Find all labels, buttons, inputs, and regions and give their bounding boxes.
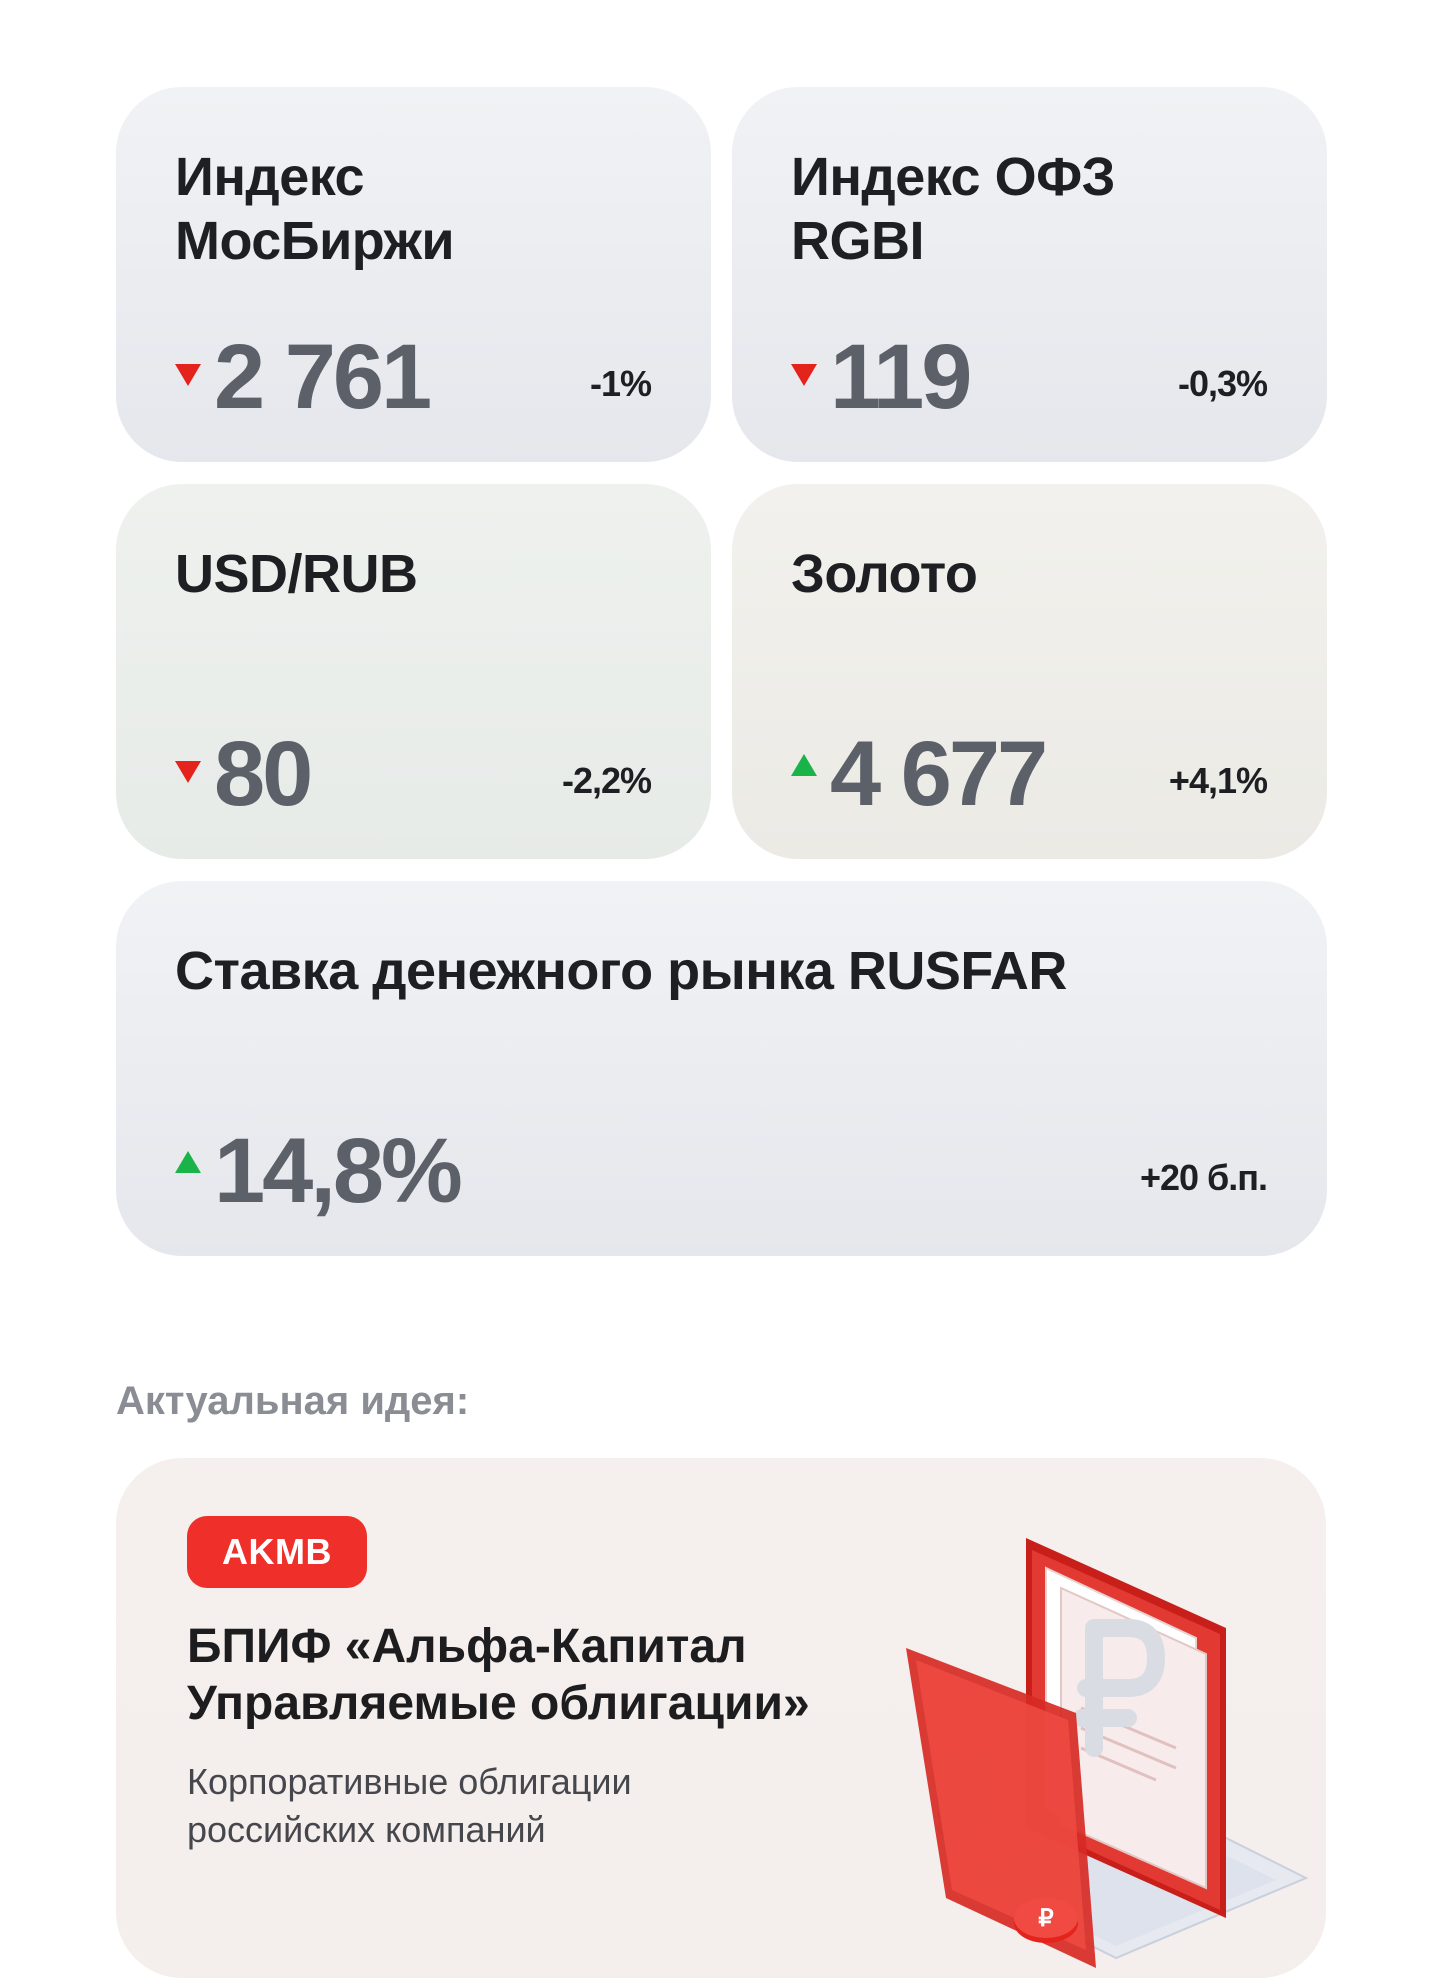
indicator-title: Индекс ОФЗ RGBI: [791, 147, 1116, 271]
indicator-value: 4 677: [830, 723, 1048, 825]
indicator-value: 14,8%: [214, 1120, 463, 1222]
indicator-value: 119: [830, 326, 972, 428]
indicator-card-moex[interactable]: Индекс МосБиржи 2 761 -1%: [116, 87, 711, 462]
triangle-up-icon: [791, 754, 817, 776]
indicator-card-gold[interactable]: Золото 4 677 +4,1%: [732, 484, 1327, 859]
ticker-badge: AKMB: [187, 1516, 367, 1588]
triangle-down-icon: [791, 364, 817, 386]
indicator-title: Золото: [791, 544, 978, 604]
folder-ruble-illustration: ₽: [906, 1538, 1309, 1968]
indicator-change: -2,2%: [561, 760, 652, 801]
indicator-title: Ставка денежного рынка RUSFAR: [175, 941, 1067, 1001]
indicator-change: +20 б.п.: [1139, 1157, 1268, 1198]
svg-text:₽: ₽: [1038, 1905, 1053, 1932]
indicator-card-rusfar[interactable]: Ставка денежного рынка RUSFAR 14,8% +20 …: [116, 881, 1327, 1256]
indicator-title: Индекс МосБиржи: [175, 147, 455, 271]
indicator-value: 80: [214, 723, 313, 825]
indicator-title: USD/RUB: [175, 544, 418, 604]
indicator-value: 2 761: [214, 326, 432, 428]
idea-card[interactable]: AKMB БПИФ «Альфа-Капитал Управляемые обл…: [116, 1458, 1326, 1978]
triangle-down-icon: [175, 761, 201, 783]
indicator-change: +4,1%: [1168, 760, 1268, 801]
idea-title: БПИФ «Альфа-Капитал Управляемые облигаци…: [187, 1620, 810, 1730]
section-title: Актуальная идея:: [116, 1379, 470, 1423]
idea-subtitle: Корпоративные облигации российских компа…: [187, 1761, 632, 1850]
indicator-card-rgbi[interactable]: Индекс ОФЗ RGBI 119 -0,3%: [732, 87, 1327, 462]
indicator-card-usdrub[interactable]: USD/RUB 80 -2,2%: [116, 484, 711, 859]
triangle-down-icon: [175, 364, 201, 386]
indicator-change: -0,3%: [1177, 363, 1268, 404]
indicator-change: -1%: [589, 363, 652, 404]
triangle-up-icon: [175, 1151, 201, 1173]
